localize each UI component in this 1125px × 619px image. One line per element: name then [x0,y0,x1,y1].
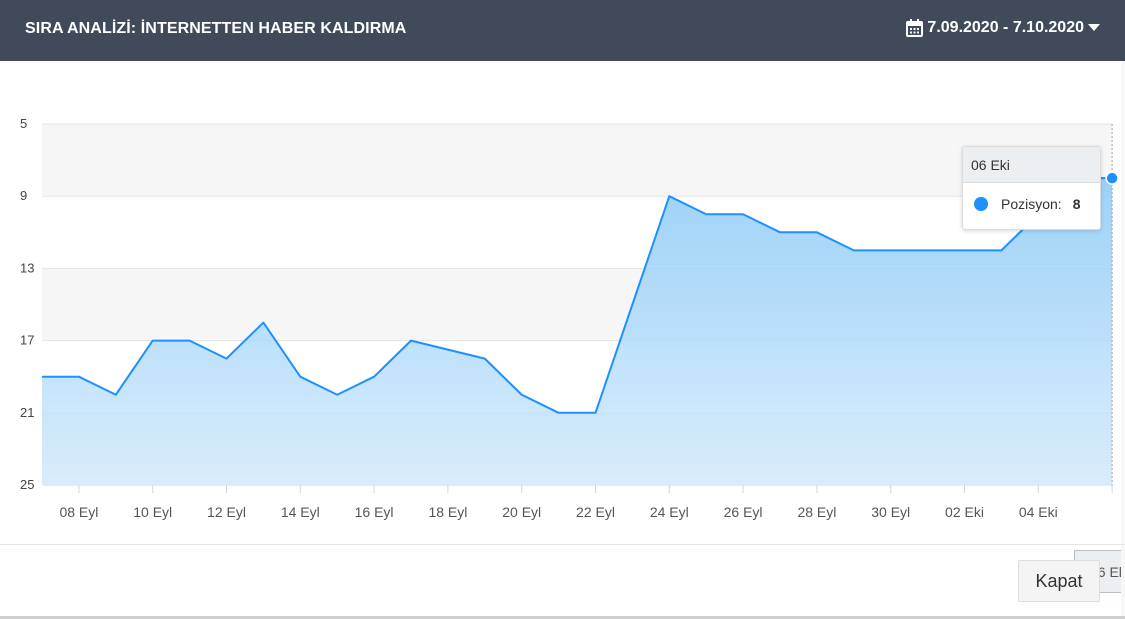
x-tick-label: 16 Eyl [355,504,394,520]
rank-chart: 5 9 13 17 21 25 08 Eyl 10 Eyl 12 Eyl 14 Eyl 16 Ey… [0,61,1125,593]
series-dot-icon [974,197,988,211]
x-tick-label: 22 Eyl [576,504,615,520]
y-tick-label: 25 [20,477,34,492]
x-tick-label: 30 Eyl [871,504,910,520]
series-area-fill [42,178,1113,485]
x-tick-label: 12 Eyl [207,504,246,520]
modal-header: SIRA ANALİZİ: İNTERNETTEN HABER KALDIRMA… [0,0,1125,61]
close-button[interactable]: Kapat [1018,560,1100,602]
tooltip-row: Pozisyon: 8 [974,196,1081,212]
y-tick-label: 9 [20,188,27,203]
tooltip-date: 06 Eki [963,147,1100,183]
page-title: SIRA ANALİZİ: İNTERNETTEN HABER KALDIRMA [25,20,407,37]
x-tick-label: 26 Eyl [724,504,763,520]
chart-canvas: 5 9 13 17 21 25 08 Eyl 10 Eyl 12 Eyl 14 Eyl 16 Ey… [20,116,1119,520]
y-tick-label: 21 [20,405,34,420]
chart-tooltip: 06 Eki Pozisyon: 8 [962,146,1101,230]
modal-bottom-border [0,616,1125,619]
x-tick-label: 28 Eyl [797,504,836,520]
date-range-picker[interactable]: 7.09.2020 - 7.10.2020 [906,19,1100,37]
x-tick-label: 24 Eyl [650,504,689,520]
x-tick-label: 20 Eyl [502,504,541,520]
hovered-data-point[interactable] [1105,171,1119,185]
plot-band [42,124,1112,197]
y-tick-label: 5 [20,116,27,131]
calendar-icon [906,19,924,37]
x-tick-label: 04 Eki [1019,504,1058,520]
x-tick-label: 08 Eyl [59,504,98,520]
x-tick-label: 14 Eyl [281,504,320,520]
x-tick-label: 18 Eyl [428,504,467,520]
date-range-value: 7.09.2020 - 7.10.2020 [927,19,1084,36]
y-tick-label: 17 [20,333,34,348]
footer-divider [0,544,1125,545]
scroll-edge [1121,61,1125,616]
tooltip-label: Pozisyon: [1001,196,1062,212]
x-tick-label: 10 Eyl [133,504,172,520]
series-line [42,177,1113,414]
caret-down-icon [1088,24,1100,32]
x-tick-label: 02 Eki [945,504,984,520]
tooltip-value: 8 [1072,196,1081,212]
y-tick-label: 13 [20,260,34,275]
